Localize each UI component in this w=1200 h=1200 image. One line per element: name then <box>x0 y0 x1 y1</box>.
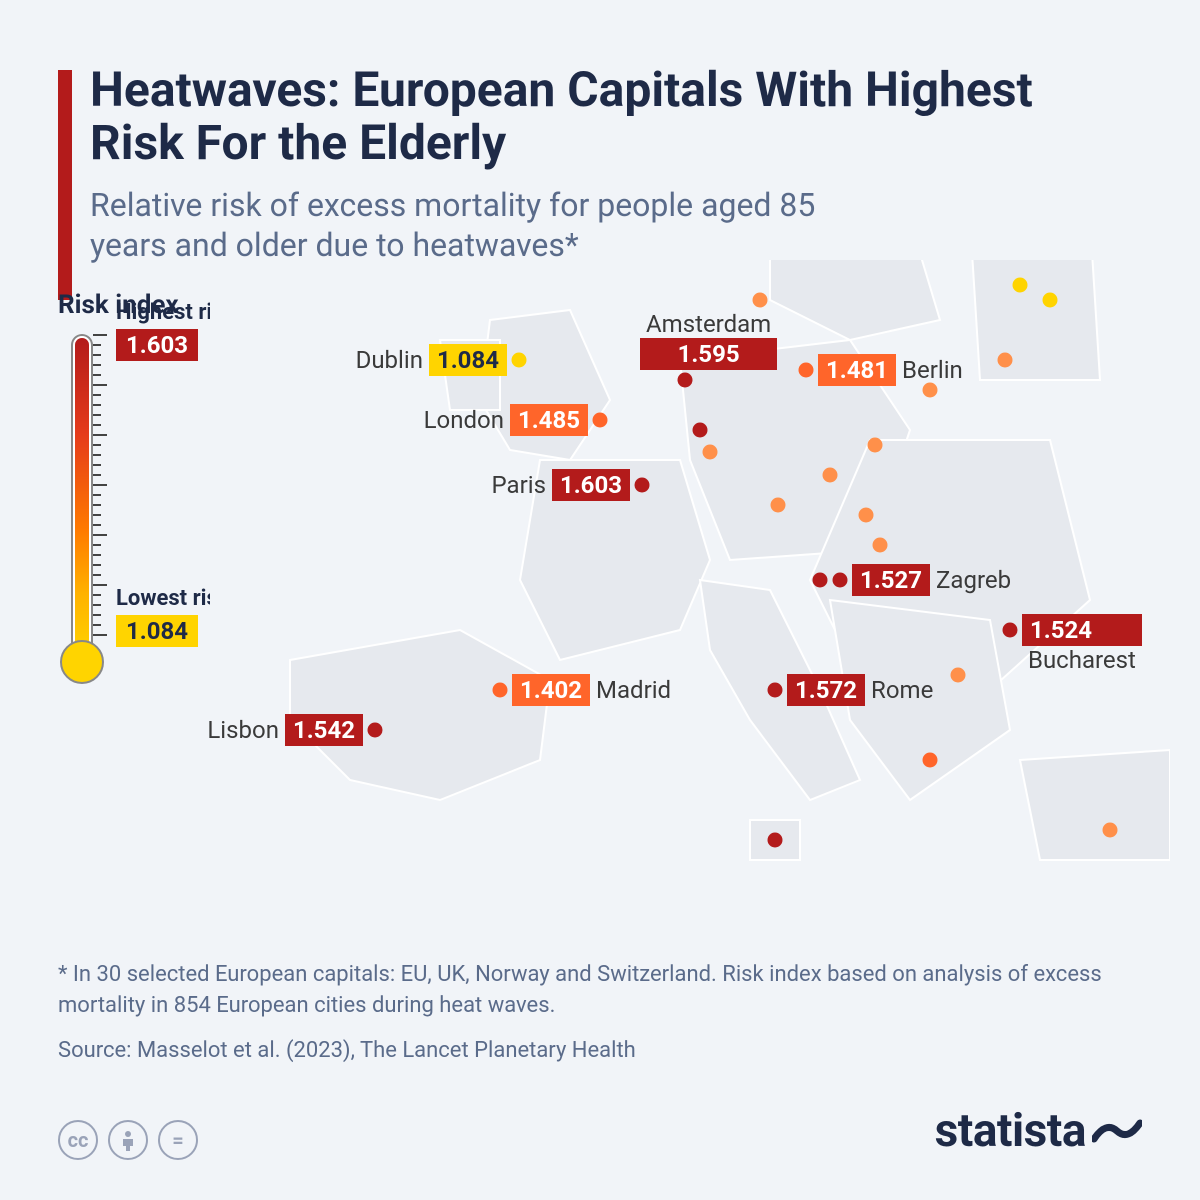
city-dot <box>833 573 848 588</box>
city-label-dublin: Dublin1.084 <box>319 344 507 376</box>
city-dot <box>813 573 828 588</box>
city-dot <box>1003 623 1018 638</box>
cc-icons: cc = <box>58 1120 198 1160</box>
city-dot <box>768 683 783 698</box>
city-name: London <box>424 406 504 434</box>
city-name: Madrid <box>596 676 671 704</box>
brand-text: statista <box>935 1104 1086 1158</box>
city-dot <box>823 468 838 483</box>
city-dot <box>923 753 938 768</box>
city-dot <box>512 353 527 368</box>
city-dot <box>703 445 718 460</box>
city-label-zagreb: 1.527Zagreb <box>852 564 1017 596</box>
city-dot <box>768 833 783 848</box>
city-label-lisbon: Lisbon1.542 <box>175 714 363 746</box>
city-dot <box>635 478 650 493</box>
city-label-london: London1.485 <box>400 404 588 436</box>
legend-lowest-value: 1.084 <box>116 615 198 647</box>
city-value: 1.524 <box>1022 614 1142 646</box>
footnote: * In 30 selected European capitals: EU, … <box>58 960 1108 1022</box>
city-label-madrid: 1.402Madrid <box>512 674 677 706</box>
city-label-berlin: 1.481Berlin <box>818 354 969 386</box>
city-name: Amsterdam <box>646 310 771 338</box>
legend-highest-value: 1.603 <box>116 329 198 361</box>
page-title: Heatwaves: European Capitals With Highes… <box>90 64 1090 170</box>
city-value: 1.572 <box>787 674 865 706</box>
city-dot <box>693 423 708 438</box>
brand-wave-icon <box>1092 1111 1142 1151</box>
city-dot <box>368 723 383 738</box>
source-line: Source: Masselot et al. (2023), The Lanc… <box>58 1038 636 1063</box>
city-dot <box>998 353 1013 368</box>
thermometer-icon <box>58 334 106 714</box>
city-name: Zagreb <box>936 566 1011 594</box>
city-dot <box>678 373 693 388</box>
accent-bar <box>58 70 72 300</box>
city-value: 1.595 <box>640 338 777 370</box>
city-dot <box>593 413 608 428</box>
city-label-amsterdam: Amsterdam1.595 <box>640 310 777 370</box>
city-dot <box>859 508 874 523</box>
city-dot <box>1103 823 1118 838</box>
city-name: Rome <box>871 676 933 704</box>
city-name: Berlin <box>902 356 963 384</box>
by-icon <box>108 1120 148 1160</box>
city-dot <box>868 438 883 453</box>
city-dot <box>753 293 768 308</box>
city-name: Dublin <box>356 346 423 374</box>
city-dot <box>1043 293 1058 308</box>
brand-logo: statista <box>935 1104 1142 1158</box>
city-label-paris: Paris1.603 <box>442 469 630 501</box>
city-dot <box>493 683 508 698</box>
city-name: Paris <box>492 471 546 499</box>
city-value: 1.481 <box>818 354 896 386</box>
city-name: Bucharest <box>1028 646 1136 674</box>
city-dot <box>1013 278 1028 293</box>
city-dot <box>951 668 966 683</box>
city-value: 1.402 <box>512 674 590 706</box>
city-label-bucharest: 1.524Bucharest <box>1022 614 1142 674</box>
city-value: 1.084 <box>429 344 507 376</box>
city-dot <box>771 498 786 513</box>
city-dot <box>799 363 814 378</box>
city-name: Lisbon <box>207 716 279 744</box>
city-label-rome: 1.572Rome <box>787 674 939 706</box>
cc-icon: cc <box>58 1120 98 1160</box>
nd-icon: = <box>158 1120 198 1160</box>
city-value: 1.485 <box>510 404 588 436</box>
city-value: 1.542 <box>285 714 363 746</box>
city-value: 1.603 <box>552 469 630 501</box>
city-dot <box>873 538 888 553</box>
page-subtitle: Relative risk of excess mortality for pe… <box>90 185 890 265</box>
city-value: 1.527 <box>852 564 930 596</box>
